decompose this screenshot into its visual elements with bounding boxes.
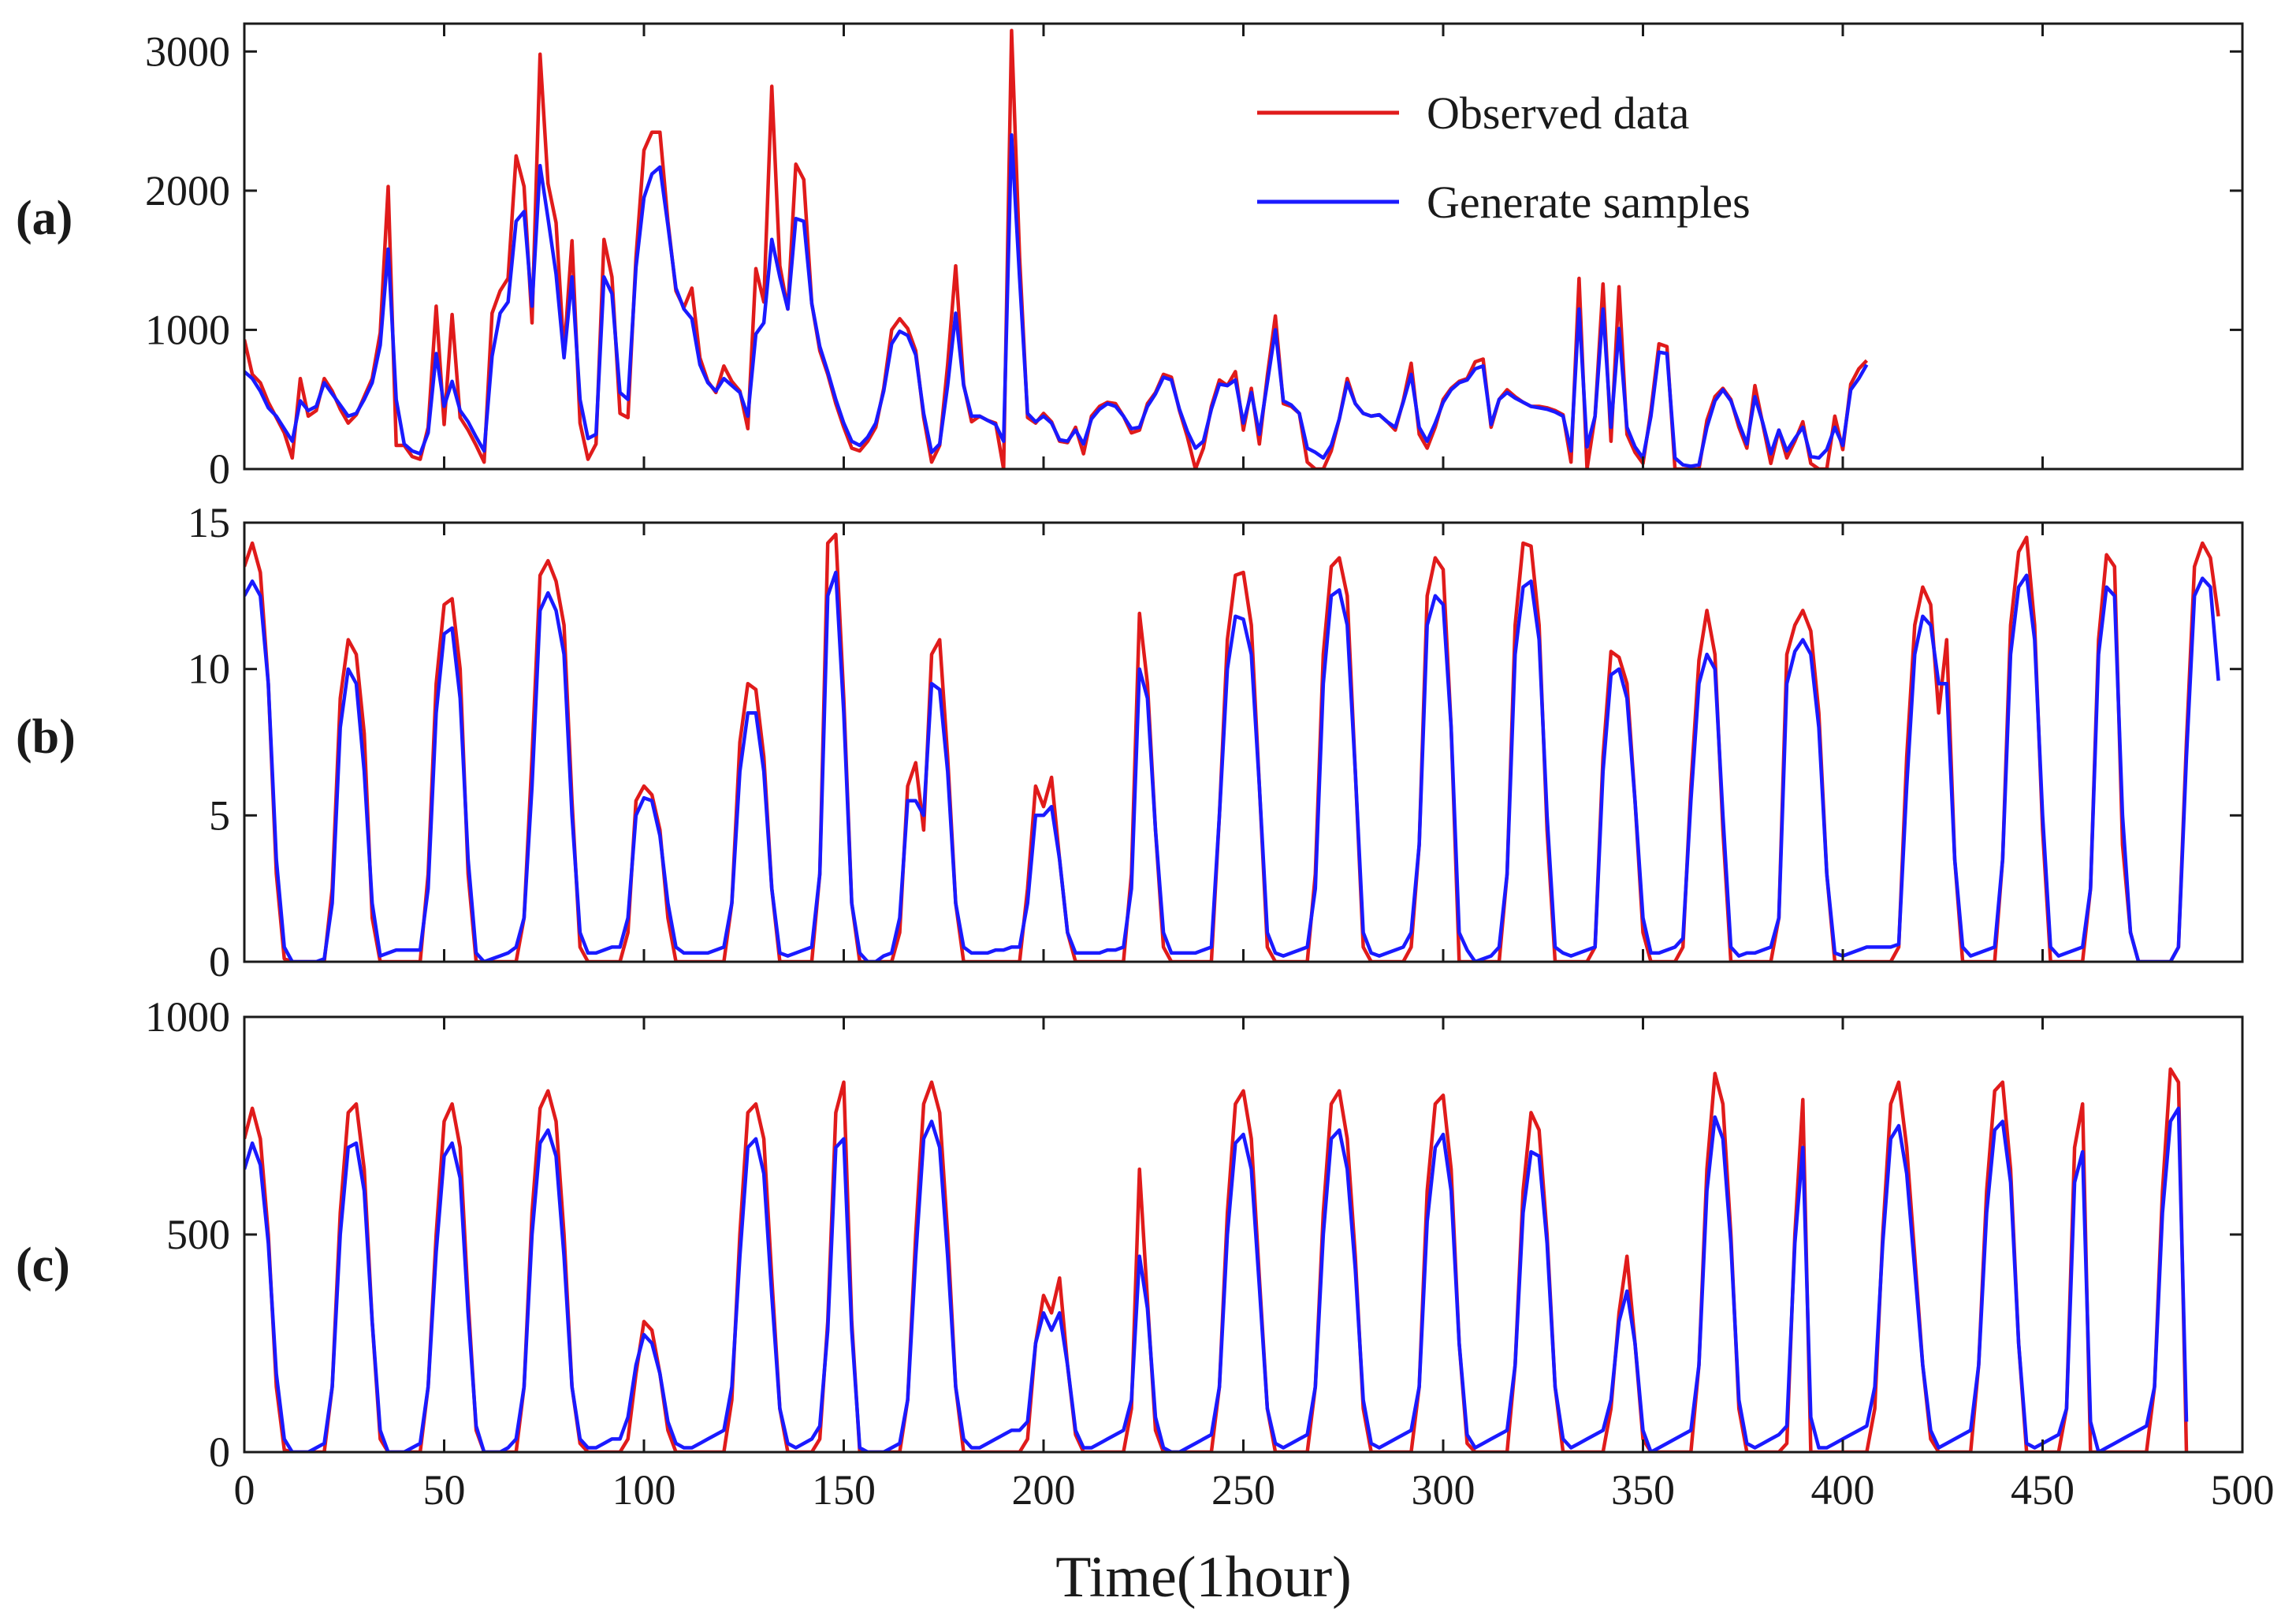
panel-a-frame <box>243 22 2244 471</box>
y-tick-label-b: 0 <box>209 938 230 985</box>
panel-b: (b) 0 5 10 15 <box>16 499 2244 985</box>
x-tick-label: 250 <box>1211 1466 1275 1514</box>
x-tick-label: 400 <box>1811 1466 1875 1514</box>
x-tick-label: 100 <box>612 1466 676 1514</box>
y-tick-label-a: 0 <box>209 445 230 493</box>
panel-a: (a) 0 1000 2000 3000 <box>16 22 2244 493</box>
y-tick-label-a: 2000 <box>145 167 230 214</box>
y-tick-label-c: 0 <box>209 1428 230 1476</box>
series-line-generated-b <box>244 570 2220 962</box>
panel-b-series <box>244 532 2220 962</box>
panel-label-b: (b) <box>16 710 76 764</box>
x-tick-label: 0 <box>234 1466 255 1514</box>
series-line-observed-c <box>244 1067 2189 1452</box>
x-tick-label: 300 <box>1412 1466 1475 1514</box>
panel-label-c: (c) <box>16 1238 70 1292</box>
x-tick-label: 150 <box>812 1466 876 1514</box>
y-tick-label-b: 15 <box>188 499 230 546</box>
panel-label-a: (a) <box>16 192 73 245</box>
x-tick-label: 200 <box>1012 1466 1076 1514</box>
y-tick-label-c: 1000 <box>145 993 230 1041</box>
panel-a-series <box>244 28 1869 469</box>
panel-b-frame <box>243 521 2244 963</box>
panel-c: (c) 0 500 1000 0 50 100 150 200 250 300 350 400 450… <box>16 993 2275 1514</box>
panel-b-xticks <box>243 523 2244 962</box>
y-tick-label-a: 1000 <box>145 306 230 353</box>
legend-label-generated: Generate samples <box>1427 177 1751 228</box>
y-tick-label-a: 3000 <box>145 28 230 75</box>
legend-label-observed: Observed data <box>1427 88 1689 139</box>
y-tick-label-c: 500 <box>166 1211 230 1258</box>
y-tick-label-b: 5 <box>209 791 230 839</box>
legend: Observed data Generate samples <box>1257 88 1751 228</box>
x-tick-label: 50 <box>423 1466 466 1514</box>
panel-c-series <box>244 1067 2189 1452</box>
panel-b-yticks: 0 5 10 15 <box>188 499 2242 985</box>
x-tick-label: 500 <box>2211 1466 2275 1514</box>
series-line-generated-c <box>244 1106 2189 1452</box>
x-tick-label: 350 <box>1611 1466 1675 1514</box>
series-line-observed-b <box>244 532 2220 962</box>
x-tick-label: 450 <box>2011 1466 2075 1514</box>
panel-c-yticks: 0 500 1000 <box>145 993 2242 1476</box>
panel-a-yticks: 0 1000 2000 3000 <box>145 28 2242 493</box>
series-line-generated-a <box>244 133 1869 468</box>
x-axis-label: Time(1hour) <box>1055 1545 1352 1610</box>
panel-c-frame <box>243 1015 2244 1454</box>
y-tick-label-b: 10 <box>188 646 230 693</box>
panel-c-xticks: 0 50 100 150 200 250 300 350 400 450 500 <box>234 1017 2275 1514</box>
